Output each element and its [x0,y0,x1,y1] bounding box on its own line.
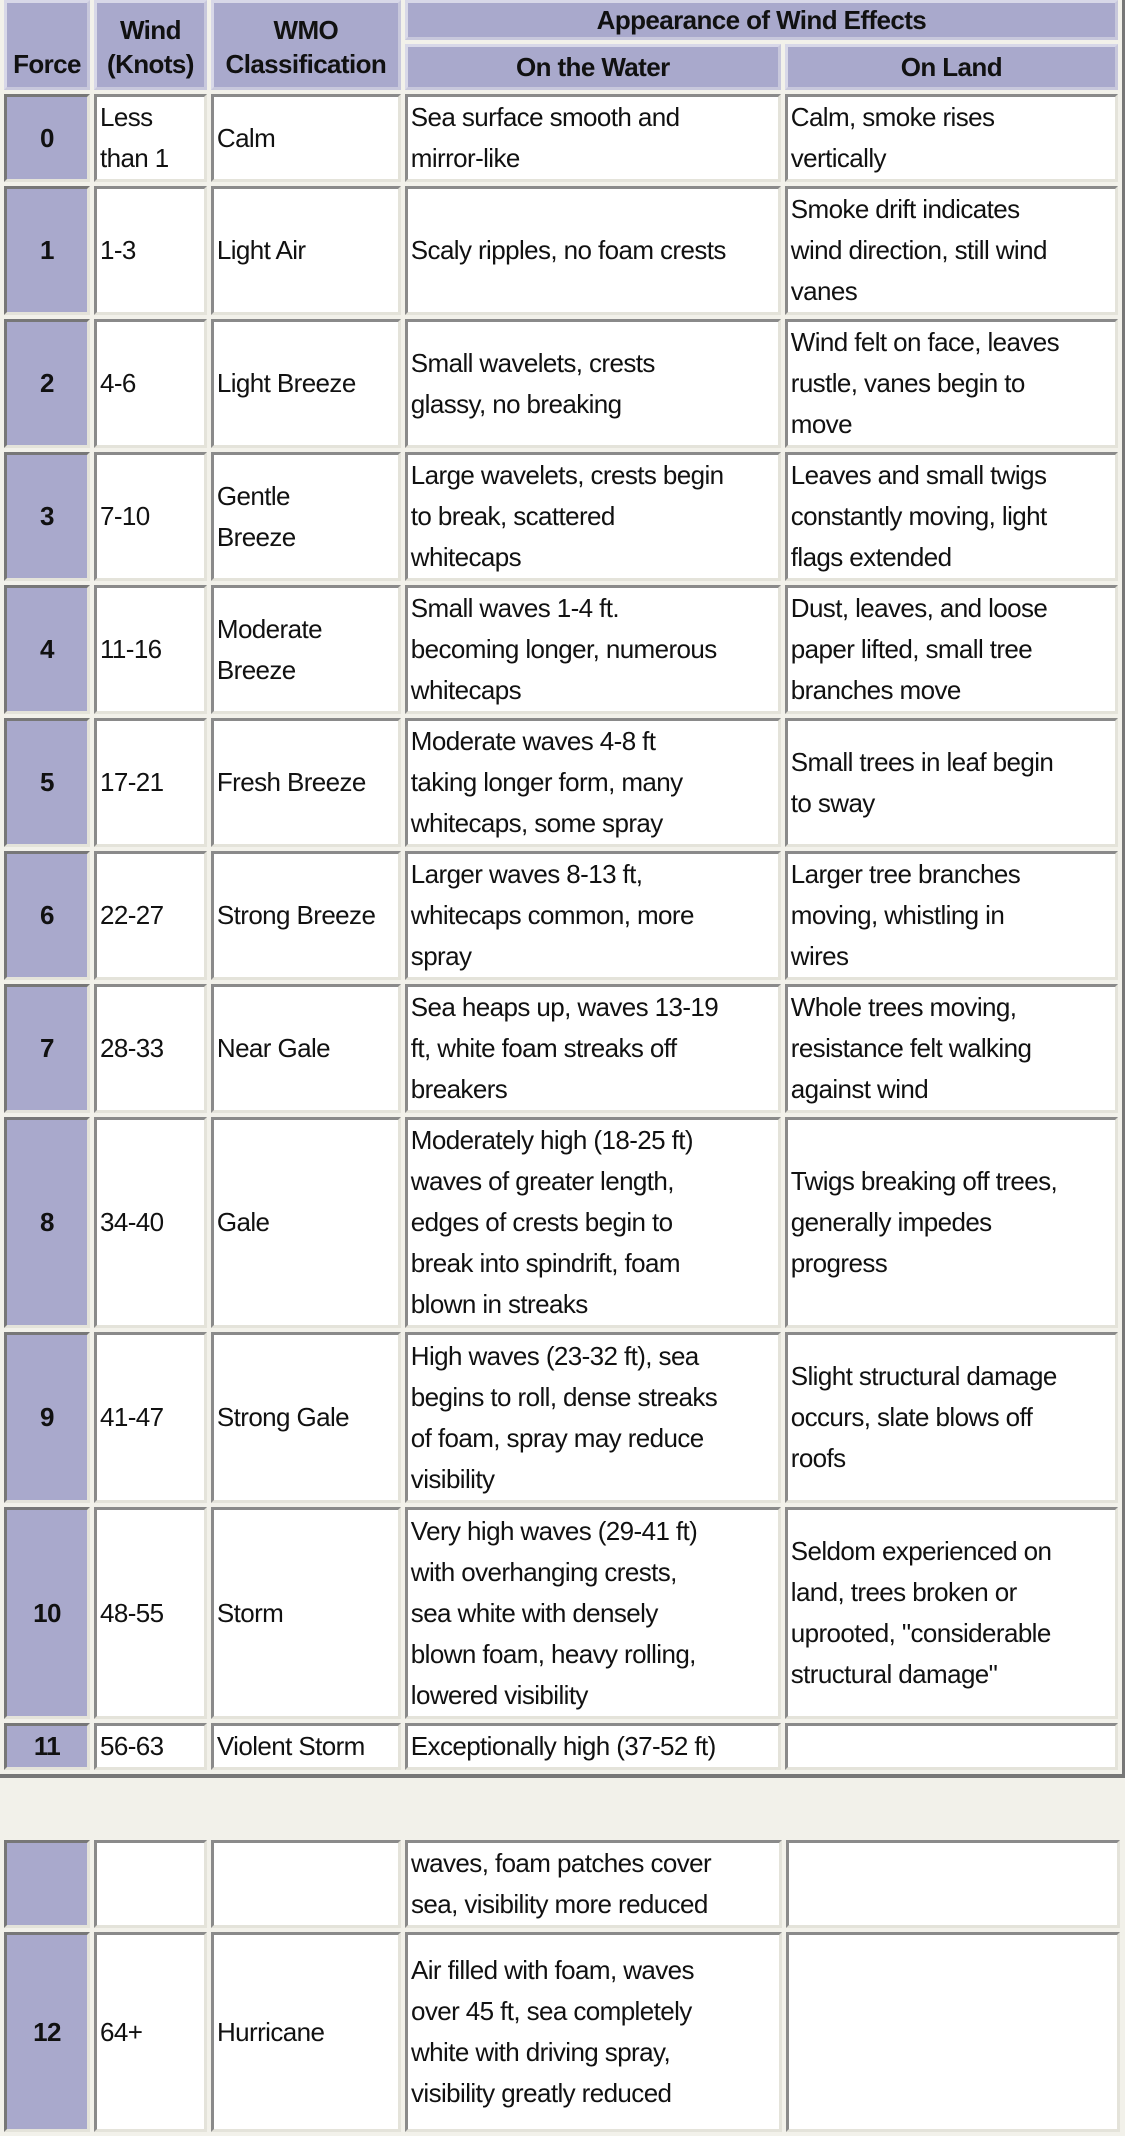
cell-water: Moderate waves 4-8 ft taking longer form… [404,718,781,847]
cell-wind: 28-33 [93,984,207,1113]
cell-wmo: Light Air [210,186,401,315]
header-wmo: WMO Classification [210,0,401,90]
cell-wmo: Moderate Breeze [210,585,401,714]
header-wind: Wind (Knots) [93,0,207,90]
table-row: 3 7-10 Gentle Breeze Large wavelets, crests… [4,452,1118,581]
cell-force: 5 [4,718,90,847]
table-row: 1 1-3 Light Air Scaly ripples, no foam cres… [4,186,1118,315]
cell-wind: 56-63 [93,1723,207,1770]
cell-land [786,1932,1120,2132]
cell-water: Very high waves (29-41 ft) with overhang… [404,1507,781,1719]
cell-wmo: Light Breeze [210,319,401,448]
cell-wmo: Hurricane [211,1932,401,2132]
table-row: 4 11-16 Moderate Breeze Small waves 1-4 ft.… [4,585,1118,714]
cell-land: Small trees in leaf begin to sway [784,718,1118,847]
cell-land: Wind felt on face, leaves rustle, vanes … [784,319,1118,448]
cell-force: 7 [4,984,90,1113]
table-row: 11 56-63 Violent Storm Exceptionally high (… [4,1723,1118,1770]
cell-land [784,1723,1118,1770]
cell-water: Scaly ripples, no foam crests [404,186,781,315]
cell-wmo: Strong Breeze [210,851,401,980]
cell-wind [94,1840,207,1928]
cell-wind: 7-10 [93,452,207,581]
table-row: 10 48-55 Storm Very high waves (29-41 ft) w… [4,1507,1118,1719]
cell-land: Whole trees moving, resistance felt walk… [784,984,1118,1113]
header-on-land: On Land [784,44,1118,90]
cell-water: Sea heaps up, waves 13-19 ft, white foam… [404,984,781,1113]
cell-wmo: Gale [210,1117,401,1328]
cell-wind: 64+ [94,1932,207,2132]
cell-wind: 41-47 [93,1332,207,1503]
cell-land: Larger tree branches moving, whistling i… [784,851,1118,980]
table-row: 12 64+ Hurricane Air filled with foam, wave… [4,1932,1120,2132]
cell-wmo [211,1840,401,1928]
cell-land: Seldom experienced on land, trees broken… [784,1507,1118,1719]
cell-force: 3 [4,452,90,581]
cell-force [4,1840,90,1928]
cell-water: Small waves 1-4 ft. becoming longer, num… [404,585,781,714]
cell-land: Leaves and small twigs constantly moving… [784,452,1118,581]
cell-force: 6 [4,851,90,980]
header-appearance: Appearance of Wind Effects [404,0,1118,40]
cell-land: Calm, smoke rises vertically [784,94,1118,182]
cell-force: 2 [4,319,90,448]
cell-wmo: Storm [210,1507,401,1719]
cell-wind: 48-55 [93,1507,207,1719]
table-row: 8 34-40 Gale Moderately high (18-25 ft) wav… [4,1117,1118,1328]
cell-wmo: Gentle Breeze [210,452,401,581]
cell-land: Dust, leaves, and loose paper lifted, sm… [784,585,1118,714]
table-row: 6 22-27 Strong Breeze Larger waves 8-13 ft,… [4,851,1118,980]
cell-force: 1 [4,186,90,315]
cell-wind: Less than 1 [93,94,207,182]
cell-wind: 1-3 [93,186,207,315]
cell-land: Twigs breaking off trees, generally impe… [784,1117,1118,1328]
table-row: waves, foam patches cover sea, visibilit… [4,1840,1120,1928]
cell-water: Sea surface smooth and mirror-like [404,94,781,182]
cell-force: 4 [4,585,90,714]
cell-water: High waves (23-32 ft), sea begins to rol… [404,1332,781,1503]
cell-water: Small wavelets, crests glassy, no breaki… [404,319,781,448]
cell-wind: 22-27 [93,851,207,980]
header-force: Force [4,0,90,90]
table-row: 0 Less than 1 Calm Sea surface smooth and m… [4,94,1118,182]
cell-land: Slight structural damage occurs, slate b… [784,1332,1118,1503]
cell-wind: 17-21 [93,718,207,847]
cell-water: waves, foam patches cover sea, visibilit… [405,1840,782,1928]
table-row: 9 41-47 Strong Gale High waves (23-32 ft), … [4,1332,1118,1503]
cell-water: Moderately high (18-25 ft) waves of grea… [404,1117,781,1328]
cell-water: Large wavelets, crests begin to break, s… [404,452,781,581]
cell-water: Exceptionally high (37-52 ft) [404,1723,781,1770]
cell-wmo: Near Gale [210,984,401,1113]
table-row: 5 17-21 Fresh Breeze Moderate waves 4-8 ft … [4,718,1118,847]
cell-force: 11 [4,1723,90,1770]
cell-water: Air filled with foam, waves over 45 ft, … [405,1932,782,2132]
cell-wind: 4-6 [93,319,207,448]
cell-force: 12 [4,1932,90,2132]
cell-land [786,1840,1120,1928]
cell-water: Larger waves 8-13 ft, whitecaps common, … [404,851,781,980]
cell-force: 0 [4,94,90,182]
cell-wmo: Violent Storm [210,1723,401,1770]
cell-wind: 34-40 [93,1117,207,1328]
cell-force: 9 [4,1332,90,1503]
beaufort-table: Force Wind (Knots) WMO Classification Ap… [0,0,1125,1778]
beaufort-table-continued: waves, foam patches cover sea, visibilit… [0,1836,1124,2136]
cell-force: 8 [4,1117,90,1328]
cell-wmo: Fresh Breeze [210,718,401,847]
cell-land: Smoke drift indicates wind direction, st… [784,186,1118,315]
table-row: 7 28-33 Near Gale Sea heaps up, waves 13-19… [4,984,1118,1113]
table-row: 2 4-6 Light Breeze Small wavelets, crests g… [4,319,1118,448]
header-on-water: On the Water [404,44,781,90]
cell-wind: 11-16 [93,585,207,714]
cell-wmo: Strong Gale [210,1332,401,1503]
cell-force: 10 [4,1507,90,1719]
cell-wmo: Calm [210,94,401,182]
